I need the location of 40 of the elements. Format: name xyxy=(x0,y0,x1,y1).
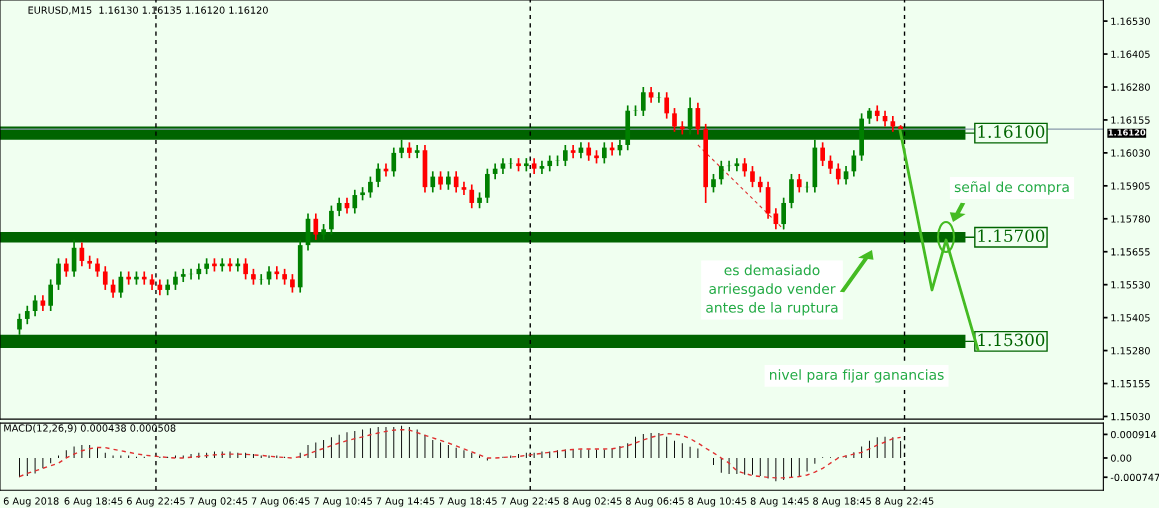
x-tick-label: 7 Aug 18:45 xyxy=(438,497,497,507)
band-label: 1.15700 xyxy=(978,229,1045,243)
x-tick-label: 7 Aug 10:45 xyxy=(314,497,372,507)
y-tick-label: 1.15155 xyxy=(1111,380,1150,388)
x-tick-label: 8 Aug 22:45 xyxy=(875,497,934,507)
y-tick-label: 1.16405 xyxy=(1111,50,1150,58)
annotation: señal de compra xyxy=(954,181,1069,195)
x-tick-label: 8 Aug 06:45 xyxy=(625,497,684,507)
y-tick-label: 1.16280 xyxy=(1111,83,1150,91)
y-tick-label: 1.15905 xyxy=(1111,182,1150,190)
y-tick-label: 1.16155 xyxy=(1111,116,1150,124)
x-tick-label: 8 Aug 18:45 xyxy=(813,497,871,507)
ref-line-label: 1.16120 xyxy=(1108,129,1146,136)
annotation: nivel para fijar ganancias xyxy=(770,369,944,383)
y-tick-label: 1.15030 xyxy=(1111,412,1150,421)
x-tick-label: 6 Aug 22:45 xyxy=(126,497,185,507)
chart-title: MACD(12,26,9) 0.000438 0.000508 xyxy=(4,424,176,433)
x-tick-label: 6 Aug 2018 xyxy=(3,497,59,507)
text: EURUSD,M15 1.16130 1.16135 1.16120 1.16120 xyxy=(28,6,268,15)
x-tick-label: 7 Aug 02:45 xyxy=(189,497,248,507)
y-tick-label: 1.15780 xyxy=(1111,215,1150,223)
y-tick-label: 0.000914 xyxy=(1110,430,1157,439)
x-tick-label: 8 Aug 14:45 xyxy=(750,497,809,507)
y-tick-label: 1.16530 xyxy=(1111,17,1150,25)
y-tick-label: 1.15405 xyxy=(1111,314,1150,322)
x-tick-label: 7 Aug 14:45 xyxy=(376,497,435,507)
annotation: es demasiado arriesgado vender antes de la ruptura xyxy=(706,264,838,316)
y-tick-label: 1.15280 xyxy=(1111,347,1150,355)
y-tick-label: 1.15655 xyxy=(1111,248,1150,256)
y-tick-label: 1.15530 xyxy=(1111,281,1150,289)
x-tick-label: 8 Aug 10:45 xyxy=(688,497,747,507)
y-tick-label: 1.16030 xyxy=(1111,149,1150,157)
y-tick-label: -0.000747 xyxy=(1110,473,1159,482)
band-label: 1.16100 xyxy=(978,125,1045,138)
band-label: 1.15300 xyxy=(978,333,1045,347)
x-tick-label: 7 Aug 22:45 xyxy=(501,497,560,507)
x-tick-label: 8 Aug 02:45 xyxy=(563,497,622,507)
x-tick-label: 7 Aug 06:45 xyxy=(251,497,310,507)
x-tick-label: 6 Aug 18:45 xyxy=(64,497,123,507)
y-tick-label: 0.00 xyxy=(1110,454,1132,462)
